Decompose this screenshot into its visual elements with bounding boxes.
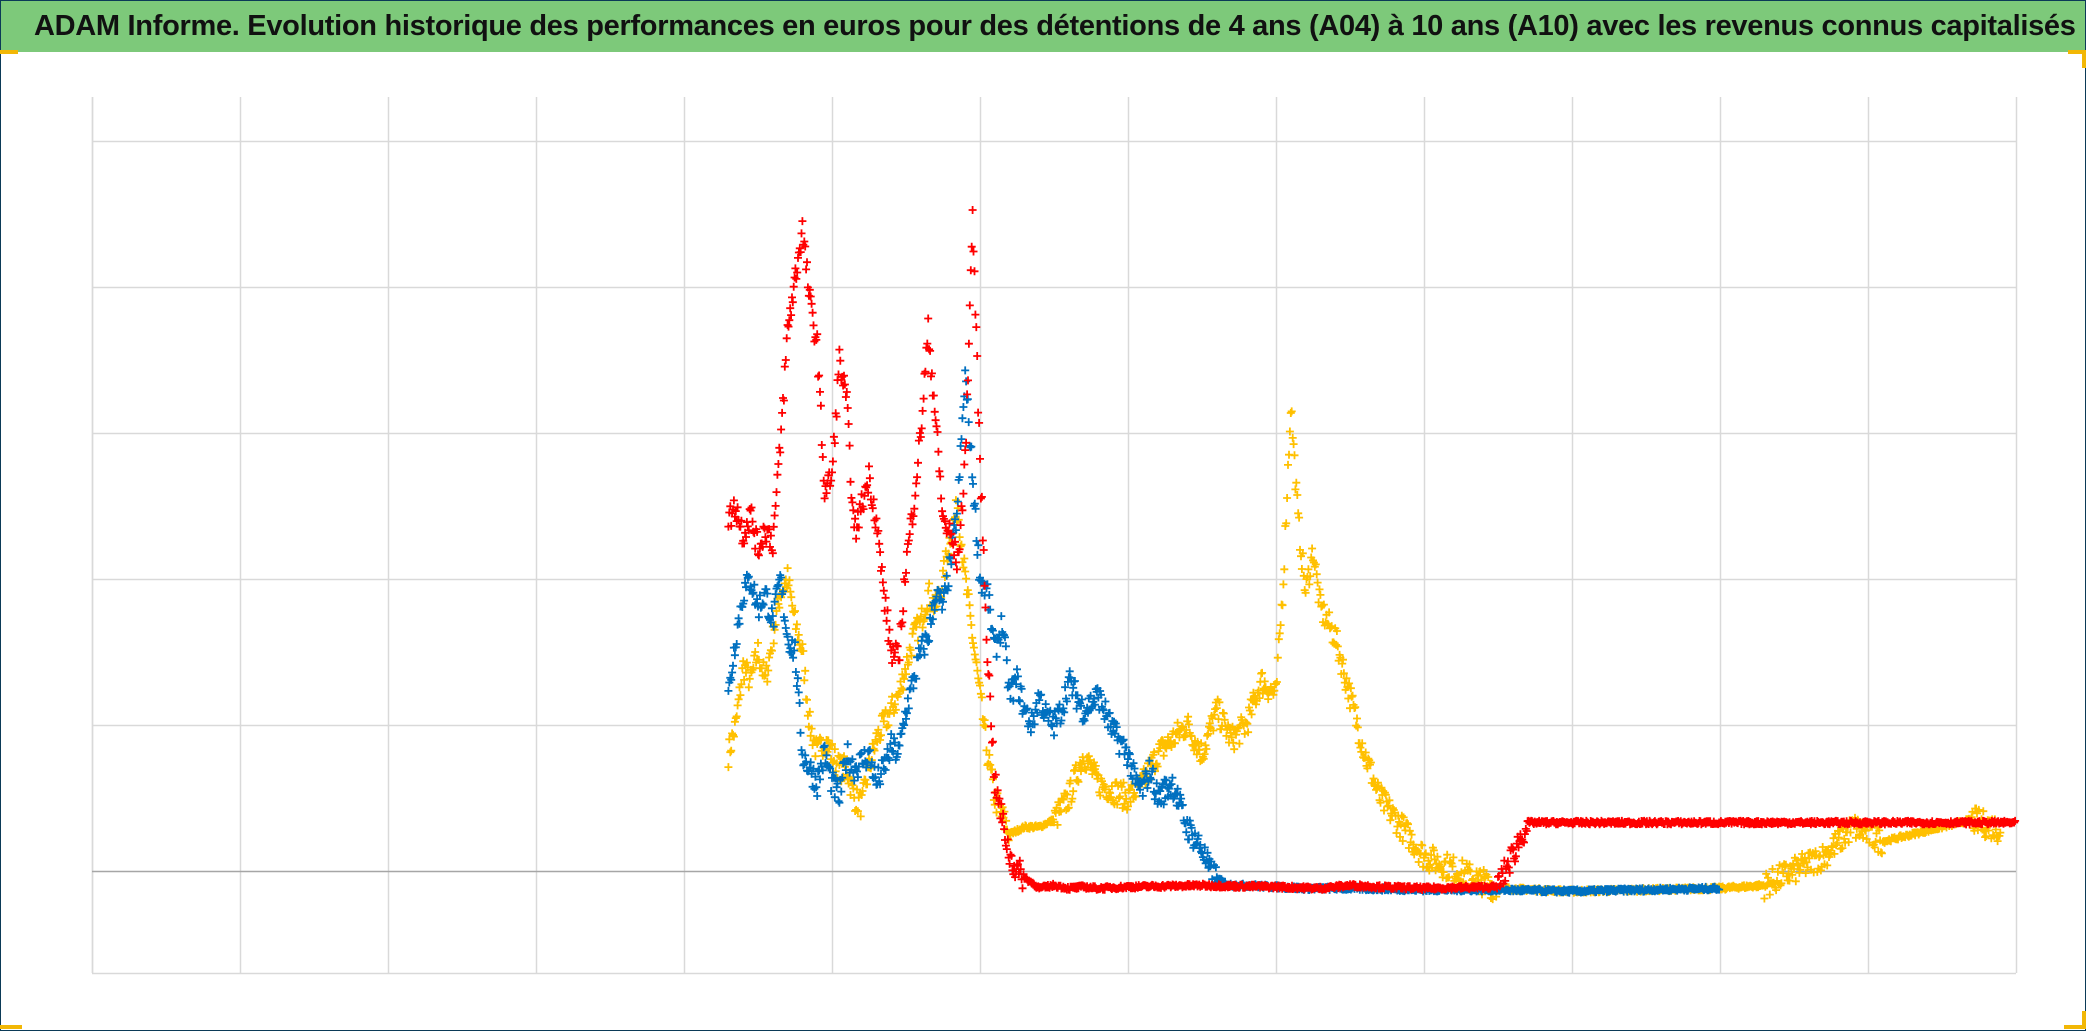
chart-axes [91,97,2016,975]
corner-mark-bottom-left [0,1025,22,1029]
series-0-markers [724,206,2020,894]
corner-mark-top-right-vertical [2082,50,2086,68]
series-0 [724,206,2020,894]
corner-mark-top-left [0,50,18,54]
corner-mark-top-right [2068,50,2086,54]
grid-lines [91,97,2018,973]
corner-mark-bottom-right-vertical [2082,1011,2086,1029]
corner-mark-bottom-right [2064,1025,2086,1029]
chart-title: ADAM Informe. Evolution historique des p… [34,9,2076,42]
data-points [724,206,2020,904]
chart-title-bar: ADAM Informe. Evolution historique des p… [0,0,2086,52]
series-1 [724,366,1724,897]
series-1-markers [724,366,1724,897]
